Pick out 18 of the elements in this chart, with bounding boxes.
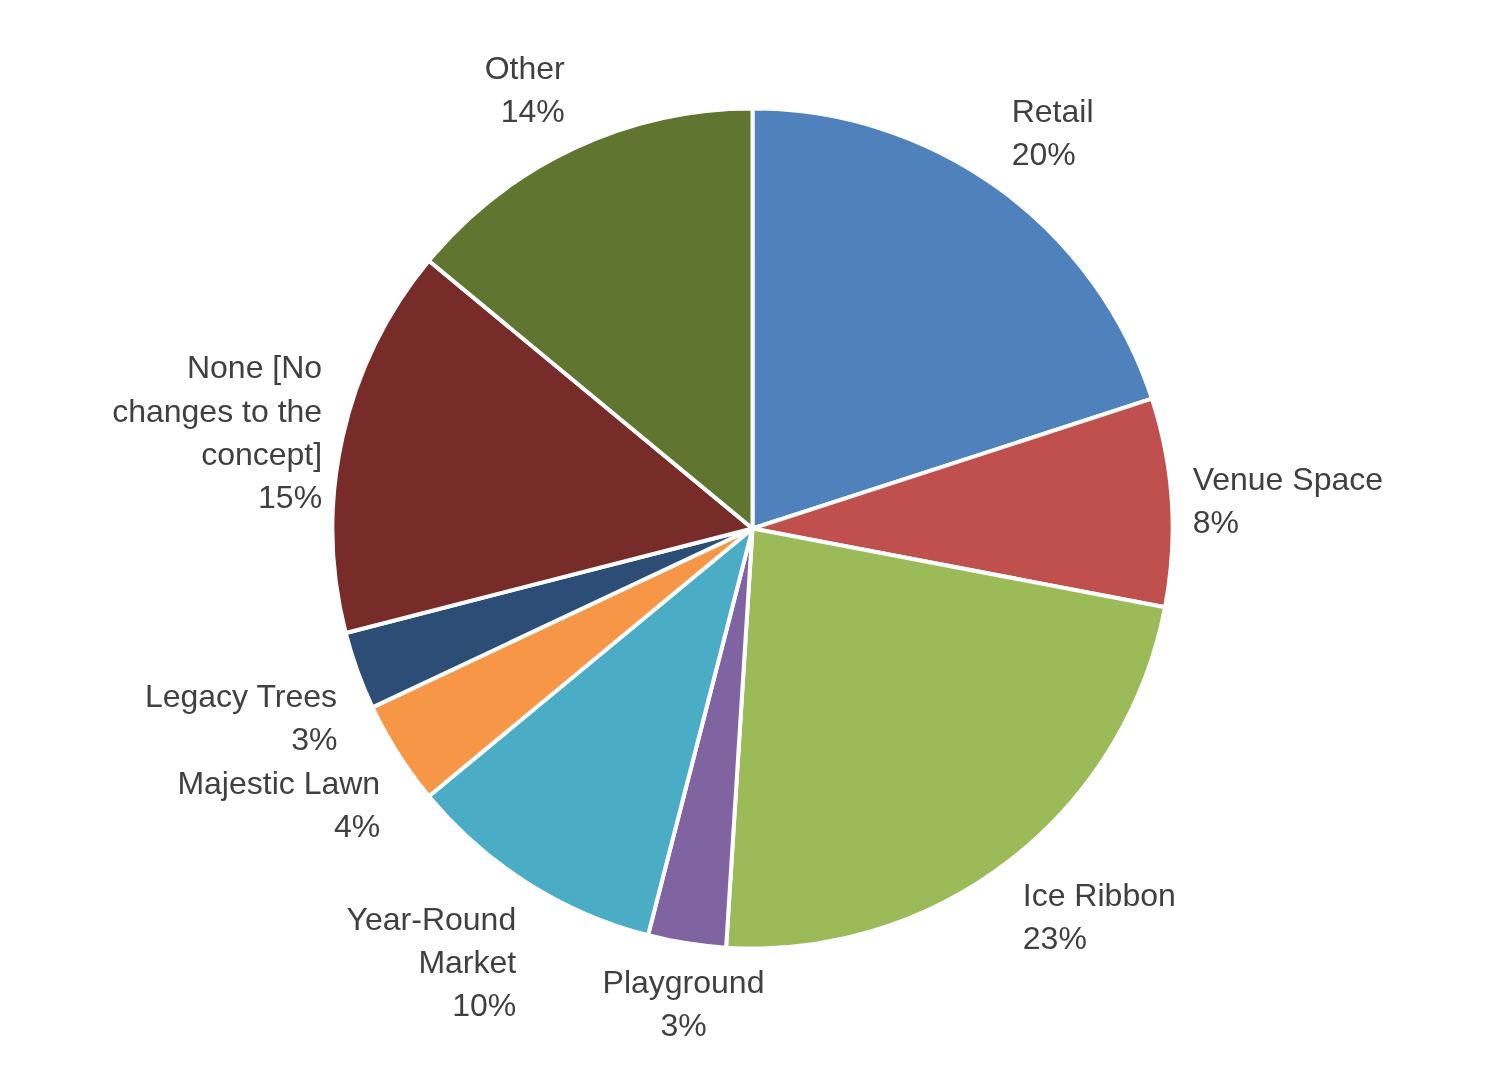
data-label: 4% (333, 808, 381, 844)
slice-label: Retail (1011, 92, 1094, 129)
data-label: 20% (1011, 135, 1076, 172)
slice-label: Year-Round Market (346, 900, 517, 981)
slice-label: Playground (602, 964, 765, 1001)
slice-label: Legacy Trees (144, 677, 337, 714)
data-label: 8% (1192, 504, 1239, 541)
slice-label: Other (484, 50, 566, 87)
data-label: 3% (291, 721, 338, 758)
data-label: 15% (258, 479, 323, 516)
data-label: 23% (1022, 920, 1087, 957)
slice-label: None [No changes to the concept] (112, 349, 323, 472)
data-label: 14% (500, 93, 565, 130)
slice-label: Ice Ribbon (1022, 876, 1176, 913)
slice-label: Majestic Lawn (177, 764, 381, 801)
data-label: 10% (452, 987, 517, 1024)
slice-label: Venue Space (1192, 461, 1384, 498)
data-label: 3% (660, 1007, 707, 1044)
